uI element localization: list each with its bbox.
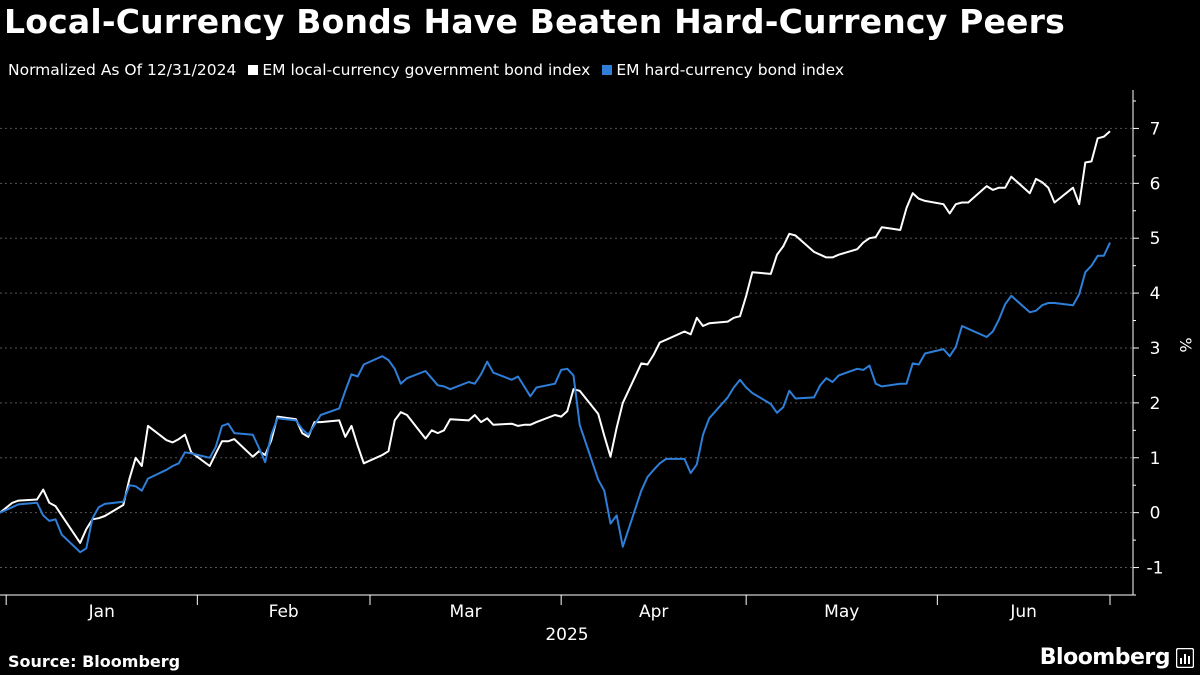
y-tick-label: 1: [1150, 449, 1161, 469]
brand: Bloomberg: [1040, 645, 1194, 670]
y-tick-label: -1: [1147, 559, 1164, 579]
chart-title: Local-Currency Bonds Have Beaten Hard-Cu…: [4, 2, 1065, 41]
grid-lines: [0, 127, 1133, 569]
y-tick-label: 7: [1150, 119, 1161, 139]
y-tick-label: 4: [1150, 284, 1161, 304]
x-tick-label: Feb: [269, 602, 299, 622]
legend-label-hard: EM hard-currency bond index: [616, 61, 845, 79]
legend-swatch-local: [248, 65, 259, 75]
chart-subtitle: Normalized As Of 12/31/2024: [8, 61, 237, 79]
y-tick-label: 3: [1150, 339, 1161, 359]
source-note: Source: Bloomberg: [8, 652, 181, 671]
series-lines: [0, 130, 1111, 554]
x-tick-label: Jan: [88, 602, 115, 622]
y-tick-label: 2: [1150, 394, 1161, 414]
axes: [0, 90, 1139, 605]
series-line-local-currency: [0, 130, 1111, 544]
y-axis-label: %: [1176, 337, 1195, 352]
x-tick-label: Mar: [450, 602, 482, 622]
y-tick-label: 0: [1150, 504, 1161, 524]
legend-label-local: EM local-currency government bond index: [262, 61, 591, 79]
x-axis-label: 2025: [545, 625, 588, 645]
x-tick-label: Jun: [1009, 602, 1037, 622]
x-tick-label: May: [824, 602, 859, 622]
y-tick-label: 5: [1150, 229, 1161, 249]
y-tick-label: 6: [1150, 174, 1161, 194]
y-tick-labels: -1 0 1 2 3 4 5 6 7: [1147, 119, 1164, 578]
x-tick-label: Apr: [639, 602, 668, 622]
brand-logo-text: Bloomberg: [1039, 645, 1171, 670]
legend: Normalized As Of 12/31/2024 EM local-cur…: [8, 61, 844, 79]
bloomberg-terminal-icon: [1176, 647, 1194, 668]
legend-swatch-hard: [602, 65, 613, 75]
x-tick-labels: Jan Feb Mar Apr May Jun: [88, 602, 1037, 622]
series-line-hard-currency: [0, 242, 1111, 554]
